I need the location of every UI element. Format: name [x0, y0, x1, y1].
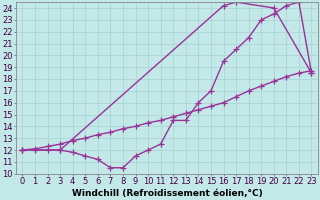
X-axis label: Windchill (Refroidissement éolien,°C): Windchill (Refroidissement éolien,°C)	[72, 189, 262, 198]
